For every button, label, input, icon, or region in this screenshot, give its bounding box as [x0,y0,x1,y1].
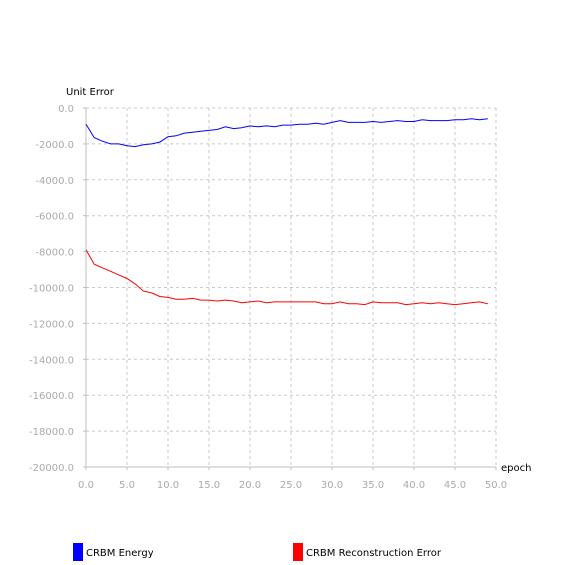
x-tick-label: 10.0 [157,480,179,491]
tick-labels: 0.0 -2000.0 -4000.0 -6000.0 -8000.0 -10000.0 -… [29,104,507,491]
series-lines [85,118,488,306]
grid [86,107,497,467]
series-line-crbm-reconstruction-error [85,249,488,306]
y-tick-label: 0.0 [58,104,74,115]
legend-swatch [73,543,83,561]
axes [83,107,497,470]
y-tick-label: -18000.0 [29,427,74,438]
x-axis-label: epoch [501,463,531,474]
x-tick-label: 25.0 [280,480,302,491]
y-tick-label: -4000.0 [35,176,74,187]
x-tick-label: 35.0 [362,480,384,491]
legend-label: CRBM Reconstruction Error [306,548,442,559]
series-line-crbm-energy [85,118,488,148]
y-tick-label: -2000.0 [35,140,74,151]
legend: CRBM Energy CRBM Reconstruction Error [73,543,442,561]
x-tick-label: 0.0 [78,480,94,491]
x-tick-label: 20.0 [239,480,261,491]
x-tick-label: 30.0 [321,480,343,491]
x-tick-label: 5.0 [119,480,135,491]
y-tick-label: -14000.0 [29,355,74,366]
y-tick-label: -10000.0 [29,284,74,295]
x-tick-label: 50.0 [485,480,507,491]
y-tick-label: -12000.0 [29,319,74,330]
x-tick-label: 15.0 [198,480,220,491]
y-tick-label: -8000.0 [35,248,74,259]
y-tick-label: -6000.0 [35,212,74,223]
x-tick-label: 40.0 [403,480,425,491]
y-axis-label: Unit Error [66,87,115,98]
legend-swatch [293,543,303,561]
legend-label: CRBM Energy [86,548,154,559]
y-tick-label: -20000.0 [29,463,74,474]
y-tick-label: -16000.0 [29,391,74,402]
x-tick-label: 45.0 [444,480,466,491]
